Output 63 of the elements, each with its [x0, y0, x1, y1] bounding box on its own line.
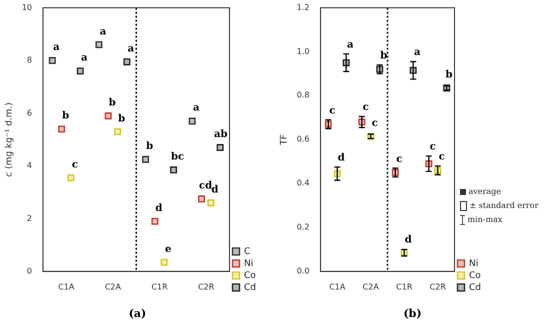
legend-label: C — [244, 246, 250, 257]
data-label: ab — [214, 129, 228, 140]
data-label: d — [155, 202, 162, 214]
data-label: cd — [198, 180, 212, 192]
data-label: d — [404, 234, 412, 246]
x-tick-label: C2A — [104, 282, 122, 292]
data-label: a — [100, 26, 107, 38]
y-tick-label: 0 — [26, 266, 32, 276]
text: ± standard error — [470, 200, 538, 212]
x-tick-label: C1A — [329, 282, 346, 292]
data-label: a — [192, 102, 200, 114]
legend-label: Ni — [469, 258, 478, 269]
data-label: b — [380, 50, 388, 62]
data-label: b — [108, 97, 116, 108]
x-tick-label: C1R — [396, 282, 413, 292]
data-label: e — [165, 244, 172, 255]
legend-label: Cd — [244, 282, 256, 293]
y-tick-label: 0.8 — [296, 90, 310, 100]
x-tick-label: C1R — [151, 282, 168, 292]
y-tick-label: 0.0 — [296, 266, 310, 276]
data-label: bc — [171, 152, 184, 163]
y-tick-label: 8 — [26, 56, 32, 65]
x-tick-label: C2R — [198, 282, 215, 292]
data-label: c — [329, 105, 336, 116]
text: min-max — [468, 214, 502, 226]
legend-label: Ni — [244, 258, 254, 269]
data-label: b — [118, 113, 126, 124]
y-tick-label: 0.2 — [296, 222, 310, 232]
legend-label: Cd — [469, 282, 482, 293]
data-label: d — [211, 184, 218, 196]
y-tick-label: 0.6 — [296, 134, 310, 144]
text: average — [468, 186, 501, 198]
data-label: b — [62, 110, 70, 122]
y-axis-title: c (mg kg⁻¹ d.m.) — [4, 102, 15, 177]
data-label: b — [446, 70, 453, 81]
y-tick-label: 0.4 — [296, 178, 310, 188]
y-tick-label: 6 — [26, 108, 32, 118]
data-label: c — [362, 102, 369, 114]
data-label: a — [346, 40, 354, 51]
y-tick-label: 2 — [26, 214, 32, 223]
y-tick-label: 1.0 — [296, 46, 310, 56]
y-axis-title: TF — [280, 134, 290, 146]
data-label: c — [430, 142, 436, 153]
data-label: c — [372, 118, 378, 129]
data-label: c — [438, 152, 445, 163]
y-tick-label: 10 — [22, 2, 32, 12]
y-tick-label: 1.2 — [296, 2, 310, 12]
data-label: a — [128, 43, 135, 54]
data-label: a — [53, 42, 60, 54]
data-label: c — [72, 159, 78, 170]
data-label: a — [414, 47, 421, 58]
x-tick-label: C2R — [430, 282, 446, 292]
legend-label: Co — [244, 270, 256, 281]
data-label: b — [146, 140, 154, 152]
data-label: a — [81, 52, 88, 64]
data-label: d — [338, 152, 345, 164]
legend-label: Co — [469, 270, 482, 281]
x-tick-label: C1A — [58, 282, 75, 292]
data-label: c — [396, 154, 402, 165]
x-tick-label: C2A — [362, 282, 380, 292]
text: (b) — [402, 307, 423, 320]
text: (a) — [128, 307, 148, 320]
y-tick-label: 4 — [26, 161, 32, 170]
